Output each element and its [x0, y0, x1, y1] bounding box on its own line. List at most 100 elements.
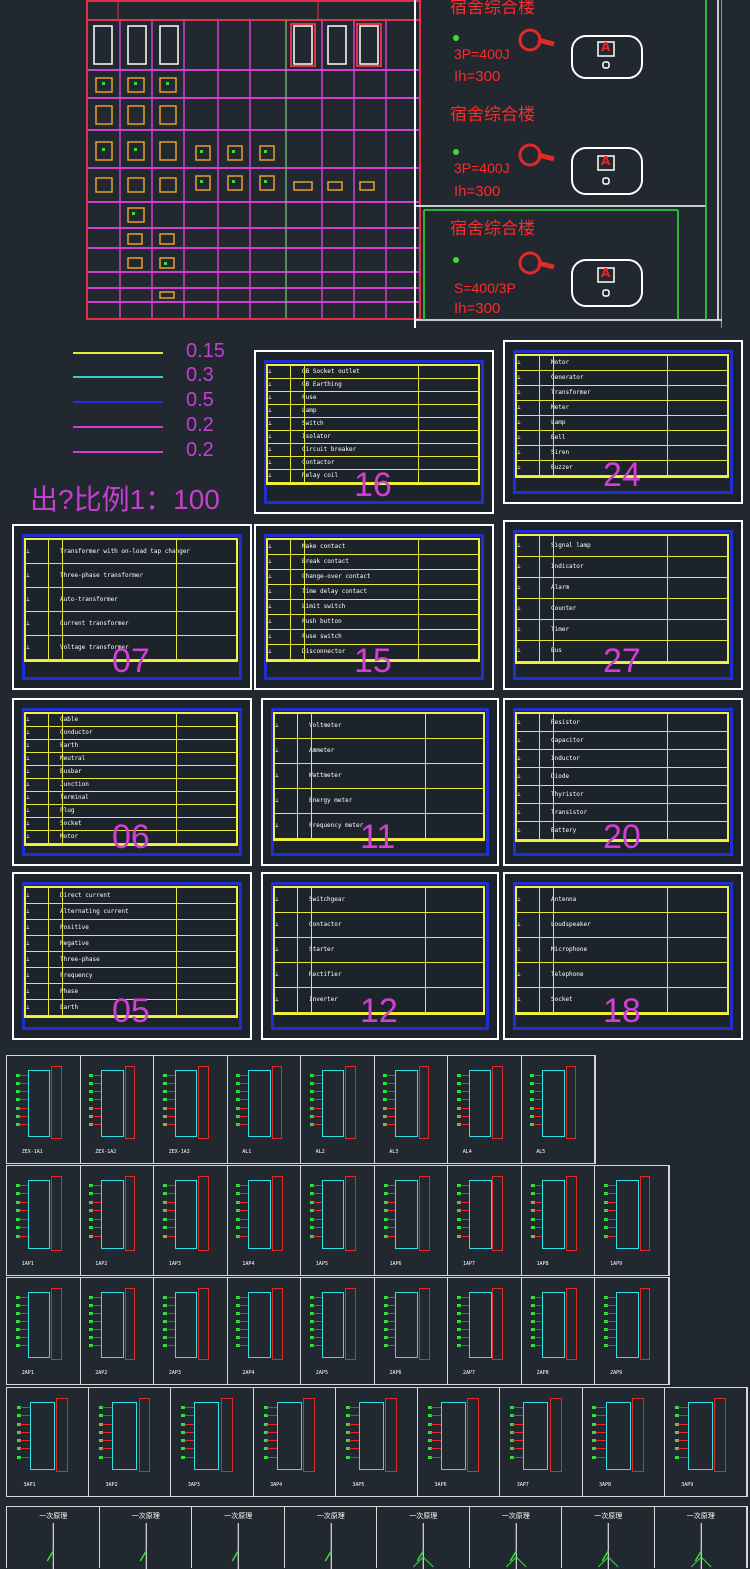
symbol-sheet[interactable]: ⊥ Transformer with on-load tap changer ⊥ Th…	[12, 524, 252, 690]
schematic-thumbnail[interactable]: 2AP3	[154, 1278, 228, 1384]
symbol-sheet[interactable]: ⊥ Motor ⊥ Generator ⊥ Transformer ⊥ Meter ⊥ Lamp ⊥…	[503, 340, 743, 504]
schematic-thumbnail[interactable]: 3AP8	[583, 1388, 665, 1496]
schematic-thumbnail[interactable]: 1AP5	[301, 1166, 375, 1275]
schematic-thumbnail[interactable]: 1AP1	[7, 1166, 81, 1275]
terminal-marker	[604, 1336, 609, 1339]
terminal-marker	[456, 1114, 461, 1118]
sheet-border	[513, 708, 733, 856]
schematic-thumbnail[interactable]: 3AP4	[254, 1388, 336, 1496]
wire-line	[607, 1185, 617, 1186]
symbol-glyph-icon: ⊥	[517, 809, 521, 816]
symbol-sheet[interactable]: ⊥ Voltmeter ⊥ Ammeter ⊥ Wattmeter ⊥ Energy mete…	[261, 698, 499, 866]
terminal-marker	[236, 1320, 241, 1323]
schematic-thumbnail[interactable]: 1AP7	[448, 1166, 522, 1275]
primary-diagram[interactable]: 一次原理	[655, 1507, 747, 1569]
wire-line	[266, 1407, 277, 1408]
schematic-thumbnail[interactable]: 3AP7	[500, 1388, 583, 1496]
wire-line	[266, 1423, 277, 1425]
schematic-thumbnail[interactable]: AL1	[228, 1056, 301, 1163]
wire-line	[312, 1201, 322, 1203]
schematic-block	[30, 1402, 56, 1470]
schematic-thumbnail[interactable]: 2AP8	[522, 1278, 596, 1384]
schematic-thumbnail[interactable]: 2AP4	[228, 1278, 302, 1384]
primary-diagram[interactable]: 一次原理	[377, 1507, 470, 1569]
terminal-marker	[15, 1320, 20, 1323]
terminal-marker	[236, 1200, 241, 1204]
schematic-thumbnail[interactable]: AL3	[375, 1056, 448, 1163]
legend-value: 0.2	[186, 439, 214, 461]
symbol-row: ⊥ Frequency	[26, 968, 236, 984]
primary-diagram[interactable]: 一次原理	[470, 1507, 562, 1569]
terminal-marker	[457, 1336, 462, 1339]
symbol-sheet[interactable]: ⊥ GB Socket outlet ⊥ GB Earthing ⊥ Fuse ⊥ Lamp ⊥…	[254, 350, 494, 514]
schematic-thumbnail[interactable]: 2AP9	[595, 1278, 669, 1384]
symbol-description: Frequency meter	[309, 822, 364, 829]
primary-diagram[interactable]: 一次原理	[100, 1507, 192, 1569]
wire-line	[533, 1107, 543, 1109]
terminal-marker	[530, 1217, 535, 1221]
schematic-thumbnail[interactable]: 3AP2	[89, 1388, 172, 1496]
schematic-caption: ZEX-1A2	[95, 1149, 117, 1155]
symbol-sheet[interactable]: ⊥ Make contact ⊥ Break contact ⊥ Change-over …	[254, 524, 494, 690]
symbol-table: ⊥ Resistor ⊥ Capacitor ⊥ Inductor ⊥ Diode ⊥ Thyri…	[515, 712, 729, 842]
symbol-sheet[interactable]: ⊥ Antenna ⊥ Loudspeaker ⊥ Microphone ⊥ Telephon…	[503, 872, 743, 1040]
wire-line	[239, 1345, 249, 1346]
schematic-thumbnail[interactable]: 2AP1	[7, 1278, 81, 1384]
symbol-glyph-icon: ⊥	[517, 542, 521, 549]
schematic-thumbnail[interactable]: 3AP1	[7, 1388, 90, 1496]
schematic-thumbnail[interactable]: 2AP7	[448, 1278, 522, 1384]
symbol-sheet[interactable]: ⊥ Switchgear ⊥ Contactor ⊥ Starter ⊥ Rectifier ⊥…	[261, 872, 499, 1040]
terminal-marker	[383, 1098, 388, 1102]
terminal-marker	[16, 1455, 21, 1459]
terminal-marker	[309, 1090, 314, 1094]
terminal-marker	[510, 1406, 515, 1409]
terminal-marker	[99, 1430, 104, 1434]
primary-diagram[interactable]: 一次原理	[562, 1507, 655, 1569]
terminal-marker	[181, 1406, 186, 1409]
symbol-glyph-icon: ⊥	[26, 794, 30, 801]
schematic-thumbnail[interactable]: 3AP6	[418, 1388, 501, 1496]
branch-line	[515, 1556, 527, 1568]
primary-diagram[interactable]: 一次原理	[7, 1507, 100, 1569]
branch-line	[597, 1556, 609, 1568]
sheet-number: 15	[354, 642, 392, 680]
symbol-sheet[interactable]: ⊥ Signal lamp ⊥ Indicator ⊥ Alarm ⊥ Counter ⊥ Tim…	[503, 520, 743, 690]
symbol-description: Phase	[60, 988, 79, 995]
schematic-thumbnail[interactable]: ZEX-1A1	[7, 1056, 81, 1163]
schematic-thumbnail[interactable]: AL2	[301, 1056, 375, 1163]
sheet-number: 20	[603, 818, 641, 856]
cabinet-title: 宿舍综合楼	[450, 105, 535, 124]
schematic-thumbnail[interactable]: 1AP2	[81, 1166, 155, 1275]
primary-diagram[interactable]: 一次原理	[285, 1507, 377, 1569]
symbol-glyph-icon: ⊥	[268, 588, 272, 595]
schematic-thumbnail[interactable]: ZEX-1A3	[154, 1056, 228, 1163]
schematic-thumbnail[interactable]: 1AP8	[522, 1166, 596, 1275]
symbol-glyph-icon: ⊥	[268, 558, 272, 565]
symbol-sheet[interactable]: ⊥ Cable ⊥ Conductor ⊥ Earth ⊥ Neutral ⊥ Busbar ⊥ Ju…	[12, 698, 252, 866]
sheet-number: 18	[603, 992, 641, 1030]
terminal-marker	[592, 1422, 597, 1426]
schematic-thumbnail[interactable]: 3AP9	[665, 1388, 747, 1496]
schematic-thumbnail[interactable]: ZEX-1A2	[81, 1056, 154, 1163]
symbol-glyph-icon: ⊥	[26, 572, 30, 579]
schematic-thumbnail[interactable]: 2AP2	[81, 1278, 155, 1384]
wire-line	[607, 1337, 617, 1338]
schematic-thumbnail[interactable]: 2AP6	[375, 1278, 449, 1384]
schematic-thumbnail[interactable]: AL5	[522, 1056, 595, 1163]
symbol-row: ⊥ Microphone	[517, 938, 727, 963]
symbol-sheet[interactable]: ⊥ Resistor ⊥ Capacitor ⊥ Inductor ⊥ Diode ⊥ Thyri…	[503, 698, 743, 866]
symbol-sheet[interactable]: ⊥ Direct current ⊥ Alternating current ⊥ Posi…	[12, 872, 252, 1040]
schematic-thumbnail[interactable]: 1AP3	[154, 1166, 228, 1275]
schematic-thumbnail[interactable]: 2AP5	[301, 1278, 375, 1384]
schematic-thumbnail[interactable]: AL4	[448, 1056, 522, 1163]
schematic-thumbnail[interactable]: 1AP4	[228, 1166, 302, 1275]
schematic-thumbnail[interactable]: 3AP3	[171, 1388, 254, 1496]
wire-line	[184, 1423, 195, 1425]
schematic-thumbnail[interactable]: 1AP6	[375, 1166, 449, 1275]
primary-diagram[interactable]: 一次原理	[192, 1507, 285, 1569]
table-divider	[290, 366, 291, 483]
schematic-thumbnail[interactable]: 1AP9	[595, 1166, 669, 1275]
wire-line	[607, 1297, 617, 1298]
schematic-thumbnail[interactable]: 3AP5	[336, 1388, 419, 1496]
wire-line	[165, 1185, 175, 1186]
